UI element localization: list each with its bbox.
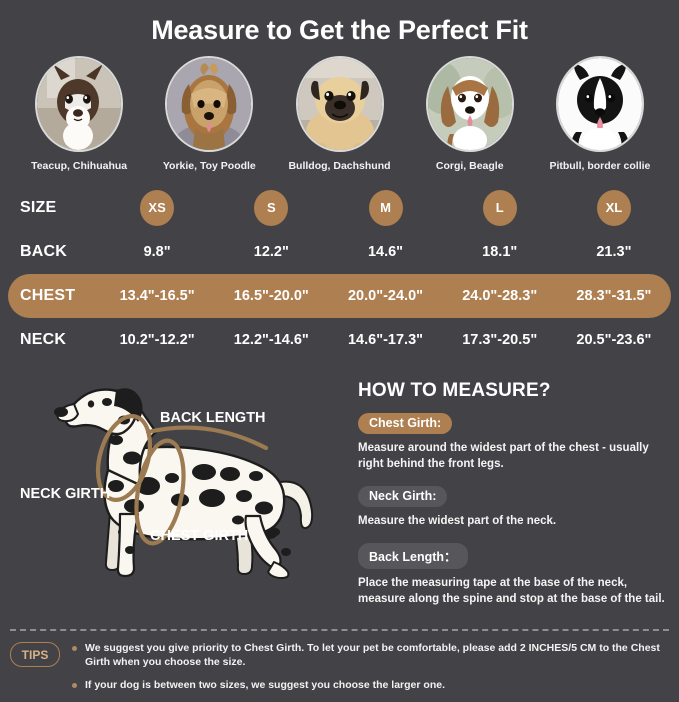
- tips-badge: TIPS: [10, 642, 60, 668]
- tips-section: TIPS We suggest you give priority to Che…: [0, 631, 679, 702]
- list-item: We suggest you give priority to Chest Gi…: [72, 641, 667, 669]
- page-title: Measure to Get the Perfect Fit: [151, 15, 528, 45]
- chest-value: 16.5"-20.0": [233, 287, 309, 304]
- row-label-back: BACK: [20, 242, 68, 260]
- breed-label: Pitbull, border collie: [549, 159, 651, 172]
- dog-measurement-diagram: BACK LENGTH NECK GIRTH CHEST GIRTH: [12, 374, 350, 596]
- how-to-measure-title: HOW TO MEASURE?: [358, 379, 551, 401]
- size-badge-xs: XS: [140, 189, 175, 226]
- breed-label: Corgi, Beagle: [435, 159, 504, 172]
- dashed-divider: [10, 629, 669, 632]
- chest-value: 13.4"-16.5": [119, 287, 195, 304]
- lower-panel: BACK LENGTH NECK GIRTH CHEST GIRTH HOW T…: [0, 374, 679, 621]
- chihuahua-photo: [35, 55, 124, 152]
- howto-body-chest-girth: Measure around the widest part of the ch…: [358, 441, 649, 471]
- howto-pill-back-length: Back Length：: [358, 542, 468, 569]
- howto-item-neck: Neck Girth: Measure the widest part of t…: [358, 486, 667, 530]
- chest-value: 28.3"-31.5": [576, 287, 652, 304]
- neck-value: 10.2"-12.2": [119, 331, 195, 348]
- size-badge-xl: XL: [596, 189, 631, 226]
- breed-label: Yorkie, Toy Poodle: [162, 159, 256, 172]
- breed-cell: Teacup, Chihuahua: [14, 55, 144, 172]
- neck-value: 17.3"-20.5": [462, 331, 538, 348]
- diagram-label-chest-girth: CHEST GIRTH: [150, 528, 248, 544]
- size-badge-m: M: [368, 189, 403, 226]
- howto-pill-neck-girth: Neck Girth:: [358, 486, 448, 508]
- how-to-measure-section: HOW TO MEASURE? Chest Girth: Measure aro…: [350, 374, 667, 621]
- tips-list: We suggest you give priority to Chest Gi…: [60, 641, 667, 702]
- diagram-label-neck-girth: NECK GIRTH: [20, 486, 110, 502]
- neck-value: 14.6"-17.3": [347, 331, 424, 348]
- row-label-neck: NECK: [20, 330, 67, 348]
- back-value: 21.3": [596, 243, 632, 260]
- howto-body-neck-girth: Measure the widest part of the neck.: [358, 515, 557, 528]
- table-row-chest: CHEST 13.4"-16.5" 16.5"-20.0" 20.0"-24.0…: [8, 273, 671, 318]
- breed-cell: Corgi, Beagle: [405, 55, 535, 172]
- size-cell: XL: [557, 189, 671, 226]
- tip-text: We suggest you give priority to Chest Gi…: [85, 642, 660, 669]
- size-cell: M: [328, 189, 442, 226]
- breed-label: Bulldog, Dachshund: [288, 159, 391, 172]
- diagram-label-back-length: BACK LENGTH: [160, 410, 266, 426]
- table-row-back: BACK 9.8" 12.2" 14.6" 18.1" 21.3": [8, 230, 671, 274]
- row-label-chest: CHEST: [20, 286, 76, 304]
- size-cell: S: [214, 189, 328, 226]
- bullet-icon: [72, 683, 77, 689]
- neck-value: 12.2"-14.6": [233, 331, 309, 348]
- beagle-photo: [425, 55, 514, 152]
- back-value: 14.6": [367, 243, 404, 260]
- size-badge-l: L: [482, 189, 517, 226]
- breed-photo-row: Teacup, Chihuahua Yorkie, Toy Poodle: [0, 55, 679, 172]
- tip-text: If your dog is between two sizes, we sug…: [85, 679, 445, 692]
- breed-label: Teacup, Chihuahua: [31, 159, 128, 172]
- howto-body-back-length: Place the measuring tape at the base of …: [358, 576, 665, 606]
- bullet-icon: [72, 646, 77, 652]
- border-collie-photo: [555, 55, 644, 152]
- table-row-size: SIZE XS S M L XL: [8, 186, 671, 230]
- neck-value: 20.5"-23.6": [576, 331, 652, 348]
- size-cell: L: [443, 189, 557, 226]
- howto-item-back: Back Length： Place the measuring tape at…: [358, 542, 667, 608]
- chest-value: 24.0"-28.3": [462, 287, 538, 304]
- back-value: 9.8": [143, 243, 171, 260]
- back-value: 18.1": [482, 243, 518, 260]
- size-cell: XS: [100, 189, 214, 226]
- row-label-size: SIZE: [20, 198, 57, 216]
- pug-photo: [295, 55, 384, 152]
- breed-cell: Yorkie, Toy Poodle: [144, 55, 274, 172]
- size-badge-s: S: [254, 189, 289, 226]
- yorkie-photo: [165, 55, 254, 152]
- back-value: 12.2": [253, 243, 289, 260]
- breed-cell: Bulldog, Dachshund: [274, 55, 404, 172]
- breed-cell: Pitbull, border collie: [535, 55, 665, 172]
- howto-item-chest: Chest Girth: Measure around the widest p…: [358, 412, 667, 473]
- table-row-neck: NECK 10.2"-12.2" 12.2"-14.6" 14.6"-17.3"…: [8, 318, 671, 362]
- list-item: If your dog is between two sizes, we sug…: [72, 678, 667, 692]
- size-spec-table: SIZE XS S M L XL BACK 9.8" 12.2" 14.6" 1…: [0, 186, 679, 362]
- chest-value: 20.0"-24.0": [347, 287, 424, 304]
- howto-pill-chest-girth: Chest Girth:: [358, 412, 453, 434]
